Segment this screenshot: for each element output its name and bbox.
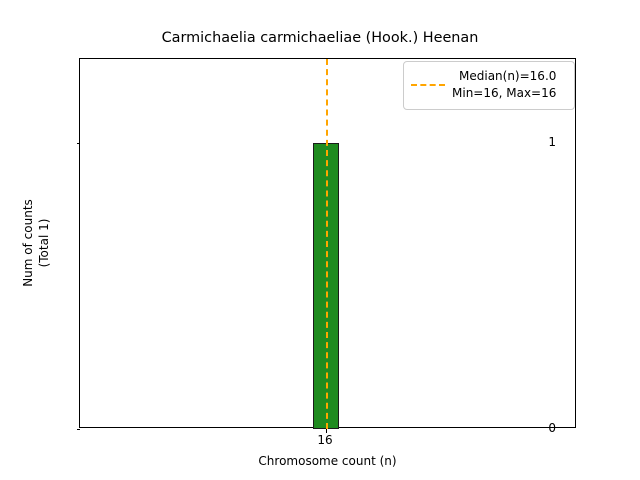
- legend: Median(n)=16.0 Min=16, Max=16: [403, 61, 575, 110]
- y-axis-label: Num of counts (Total 1): [20, 199, 52, 287]
- legend-label-minmax: Min=16, Max=16: [452, 86, 557, 101]
- y-axis-label-container: Num of counts (Total 1): [20, 58, 52, 428]
- y-axis-label-line1: Num of counts: [20, 199, 35, 287]
- legend-text-block: Median(n)=16.0 Min=16, Max=16: [452, 68, 556, 103]
- y-tick-mark-0: [76, 429, 80, 430]
- x-axis-label: Chromosome count (n): [258, 454, 397, 468]
- page-title: Carmichaelia carmichaeliae (Hook.) Heena…: [161, 30, 479, 46]
- y-tick-label-1: 1: [548, 135, 556, 149]
- legend-label-median: Median(n)=16.0: [459, 69, 557, 83]
- legend-entry-median: Median(n)=16.0 Min=16, Max=16: [411, 68, 566, 103]
- y-tick-mark-1: [76, 143, 80, 144]
- plot-area: Median(n)=16.0 Min=16, Max=16: [76, 58, 576, 433]
- x-tick-label-16: 16: [317, 433, 333, 447]
- legend-dashed-line-icon: [411, 84, 445, 87]
- y-tick-label-0: 0: [548, 421, 556, 435]
- x-tick-mark-16: [326, 429, 327, 433]
- median-line: [326, 59, 328, 429]
- y-axis-label-line2: (Total 1): [37, 218, 51, 268]
